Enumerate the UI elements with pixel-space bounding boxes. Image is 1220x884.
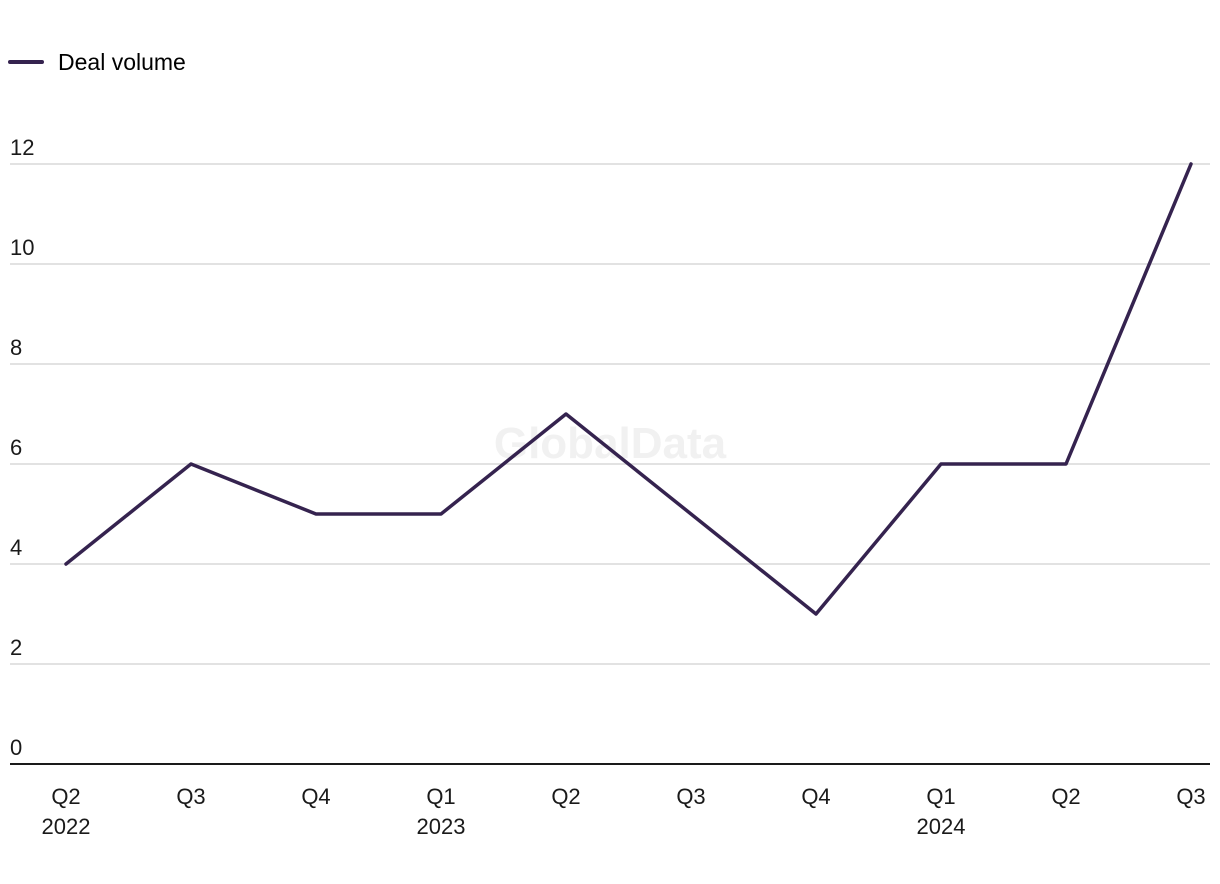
x-axis-ticks: Q2 2022 Q3 Q4 Q1 2023 Q2 Q3 Q4 Q1 2024 Q2 Q3: [42, 784, 1206, 839]
data-point-7: [939, 462, 943, 466]
x-tick-label-6: Q4: [801, 784, 830, 809]
watermark: GlobalData: [494, 419, 727, 468]
y-tick-label-12: 12: [10, 135, 34, 160]
x-tick-label-5: Q3: [676, 784, 705, 809]
y-tick-label-2: 2: [10, 635, 22, 660]
data-point-0: [64, 562, 68, 566]
data-point-6: [814, 612, 818, 616]
x-tick-label-8: Q2: [1051, 784, 1080, 809]
y-tick-label-8: 8: [10, 335, 22, 360]
data-point-9: [1189, 162, 1193, 166]
y-axis-ticks: 0 2 4 6 8 10 12: [10, 135, 34, 760]
series-line-0: [64, 162, 1193, 616]
x-tick-label-0: Q2 2022: [42, 784, 91, 839]
data-point-2: [314, 512, 318, 516]
data-point-1: [189, 462, 193, 466]
x-tick-label-7: Q1 2024: [917, 784, 966, 839]
y-tick-label-10: 10: [10, 235, 34, 260]
x-tick-label-3: Q1 2023: [417, 784, 466, 839]
legend-label-deal-volume: Deal volume: [58, 49, 186, 75]
y-tick-label-0: 0: [10, 735, 22, 760]
x-tick-label-4: Q2: [551, 784, 580, 809]
x-tick-label-9: Q3: [1176, 784, 1205, 809]
x-tick-label-1: Q3: [176, 784, 205, 809]
data-point-8: [1064, 462, 1068, 466]
x-tick-label-2: Q4: [301, 784, 330, 809]
y-tick-label-6: 6: [10, 435, 22, 460]
data-point-3: [439, 512, 443, 516]
y-tick-label-4: 4: [10, 535, 22, 560]
data-point-4: [564, 412, 568, 416]
legend: Deal volume: [8, 49, 186, 75]
data-point-5: [689, 512, 693, 516]
series-deal-volume: [64, 162, 1193, 616]
gridlines: [10, 163, 1210, 665]
